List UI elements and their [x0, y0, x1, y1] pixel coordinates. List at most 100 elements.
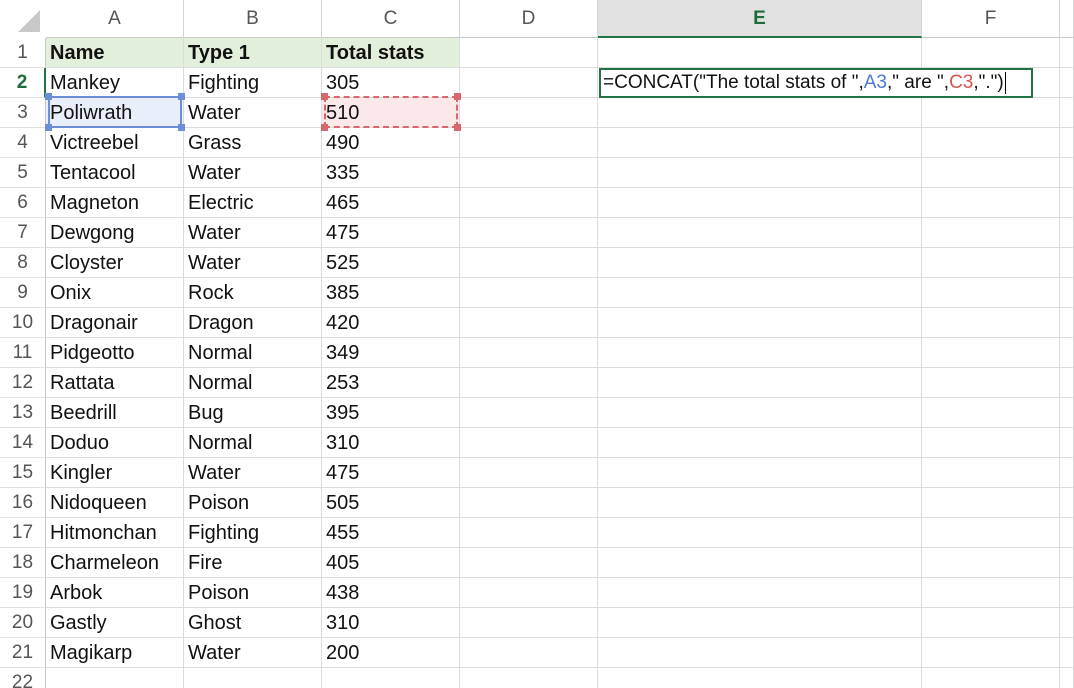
cell[interactable]: 465 [322, 188, 460, 218]
cell[interactable]: Poison [184, 578, 322, 608]
empty-cell[interactable] [1060, 488, 1074, 518]
cell[interactable]: 405 [322, 548, 460, 578]
empty-cell[interactable] [922, 548, 1060, 578]
empty-cell[interactable] [1060, 578, 1074, 608]
cell[interactable]: 475 [322, 458, 460, 488]
cell[interactable]: 510 [322, 98, 460, 128]
row-header[interactable]: 15 [0, 458, 46, 488]
empty-cell[interactable] [922, 38, 1060, 68]
row-header[interactable]: 18 [0, 548, 46, 578]
header-cell[interactable]: Total stats [322, 38, 460, 68]
empty-cell[interactable] [598, 668, 922, 688]
empty-cell[interactable] [598, 308, 922, 338]
empty-cell[interactable] [460, 338, 598, 368]
row-header[interactable]: 19 [0, 578, 46, 608]
cell[interactable]: 305 [322, 68, 460, 98]
empty-cell[interactable] [46, 668, 184, 688]
empty-cell[interactable] [1060, 608, 1074, 638]
cell[interactable]: Hitmonchan [46, 518, 184, 548]
cell[interactable]: Water [184, 638, 322, 668]
empty-cell[interactable] [598, 578, 922, 608]
empty-cell[interactable] [598, 158, 922, 188]
empty-cell[interactable] [1060, 548, 1074, 578]
empty-cell[interactable] [922, 188, 1060, 218]
empty-cell[interactable] [460, 518, 598, 548]
cell[interactable]: Poison [184, 488, 322, 518]
cell[interactable]: Rock [184, 278, 322, 308]
empty-cell[interactable] [460, 668, 598, 688]
cell[interactable]: Water [184, 218, 322, 248]
cell[interactable]: 385 [322, 278, 460, 308]
cell[interactable]: Fighting [184, 68, 322, 98]
row-header[interactable]: 5 [0, 158, 46, 188]
empty-cell[interactable] [598, 248, 922, 278]
empty-cell[interactable] [460, 398, 598, 428]
empty-cell[interactable] [1060, 308, 1074, 338]
row-header[interactable]: 6 [0, 188, 46, 218]
cell[interactable]: 525 [322, 248, 460, 278]
empty-cell[interactable] [460, 308, 598, 338]
cell[interactable]: Dewgong [46, 218, 184, 248]
cell[interactable]: Rattata [46, 368, 184, 398]
empty-cell[interactable] [460, 488, 598, 518]
empty-cell[interactable] [460, 428, 598, 458]
empty-cell[interactable] [1060, 638, 1074, 668]
empty-cell[interactable] [184, 668, 322, 688]
header-cell[interactable]: Name [46, 38, 184, 68]
row-header[interactable]: 2 [0, 68, 46, 98]
cell[interactable]: 420 [322, 308, 460, 338]
cell[interactable]: Magikarp [46, 638, 184, 668]
empty-cell[interactable] [1060, 278, 1074, 308]
cell[interactable]: Normal [184, 368, 322, 398]
empty-cell[interactable] [1060, 98, 1074, 128]
empty-cell[interactable] [460, 278, 598, 308]
empty-cell[interactable] [598, 278, 922, 308]
cell[interactable]: Electric [184, 188, 322, 218]
empty-cell[interactable] [1060, 368, 1074, 398]
cell[interactable]: 438 [322, 578, 460, 608]
empty-cell[interactable] [922, 668, 1060, 688]
empty-cell[interactable] [1060, 398, 1074, 428]
row-header[interactable]: 20 [0, 608, 46, 638]
column-header[interactable]: C [322, 0, 460, 38]
empty-cell[interactable] [1060, 518, 1074, 548]
empty-cell[interactable] [460, 638, 598, 668]
cell[interactable]: Grass [184, 128, 322, 158]
cell[interactable]: Dragonair [46, 308, 184, 338]
formula-editor[interactable]: =CONCAT("The total stats of ",A3," are "… [599, 68, 1033, 98]
empty-cell[interactable] [1060, 38, 1074, 68]
cell[interactable]: Arbok [46, 578, 184, 608]
empty-cell[interactable] [460, 158, 598, 188]
empty-cell[interactable] [922, 428, 1060, 458]
empty-cell[interactable] [460, 458, 598, 488]
cell[interactable]: 475 [322, 218, 460, 248]
empty-cell[interactable] [460, 548, 598, 578]
empty-cell[interactable] [1060, 158, 1074, 188]
cell[interactable]: 349 [322, 338, 460, 368]
empty-cell[interactable] [598, 98, 922, 128]
empty-cell[interactable] [460, 68, 598, 98]
column-header[interactable]: B [184, 0, 322, 38]
row-header[interactable]: 22 [0, 668, 46, 688]
cell[interactable]: 310 [322, 428, 460, 458]
empty-cell[interactable] [922, 248, 1060, 278]
empty-cell[interactable] [1060, 248, 1074, 278]
empty-cell[interactable] [1060, 188, 1074, 218]
cell[interactable]: Gastly [46, 608, 184, 638]
column-header[interactable]: D [460, 0, 598, 38]
empty-cell[interactable] [922, 638, 1060, 668]
cell[interactable]: 505 [322, 488, 460, 518]
empty-cell[interactable] [922, 128, 1060, 158]
cell[interactable]: Water [184, 458, 322, 488]
cell[interactable]: 335 [322, 158, 460, 188]
empty-cell[interactable] [1060, 218, 1074, 248]
cell[interactable]: Beedrill [46, 398, 184, 428]
empty-cell[interactable] [598, 458, 922, 488]
cell[interactable]: Water [184, 158, 322, 188]
cell[interactable]: Mankey [46, 68, 184, 98]
empty-cell[interactable] [1060, 458, 1074, 488]
row-header[interactable]: 9 [0, 278, 46, 308]
cell[interactable]: Normal [184, 338, 322, 368]
cell[interactable]: 310 [322, 608, 460, 638]
cell[interactable]: Ghost [184, 608, 322, 638]
